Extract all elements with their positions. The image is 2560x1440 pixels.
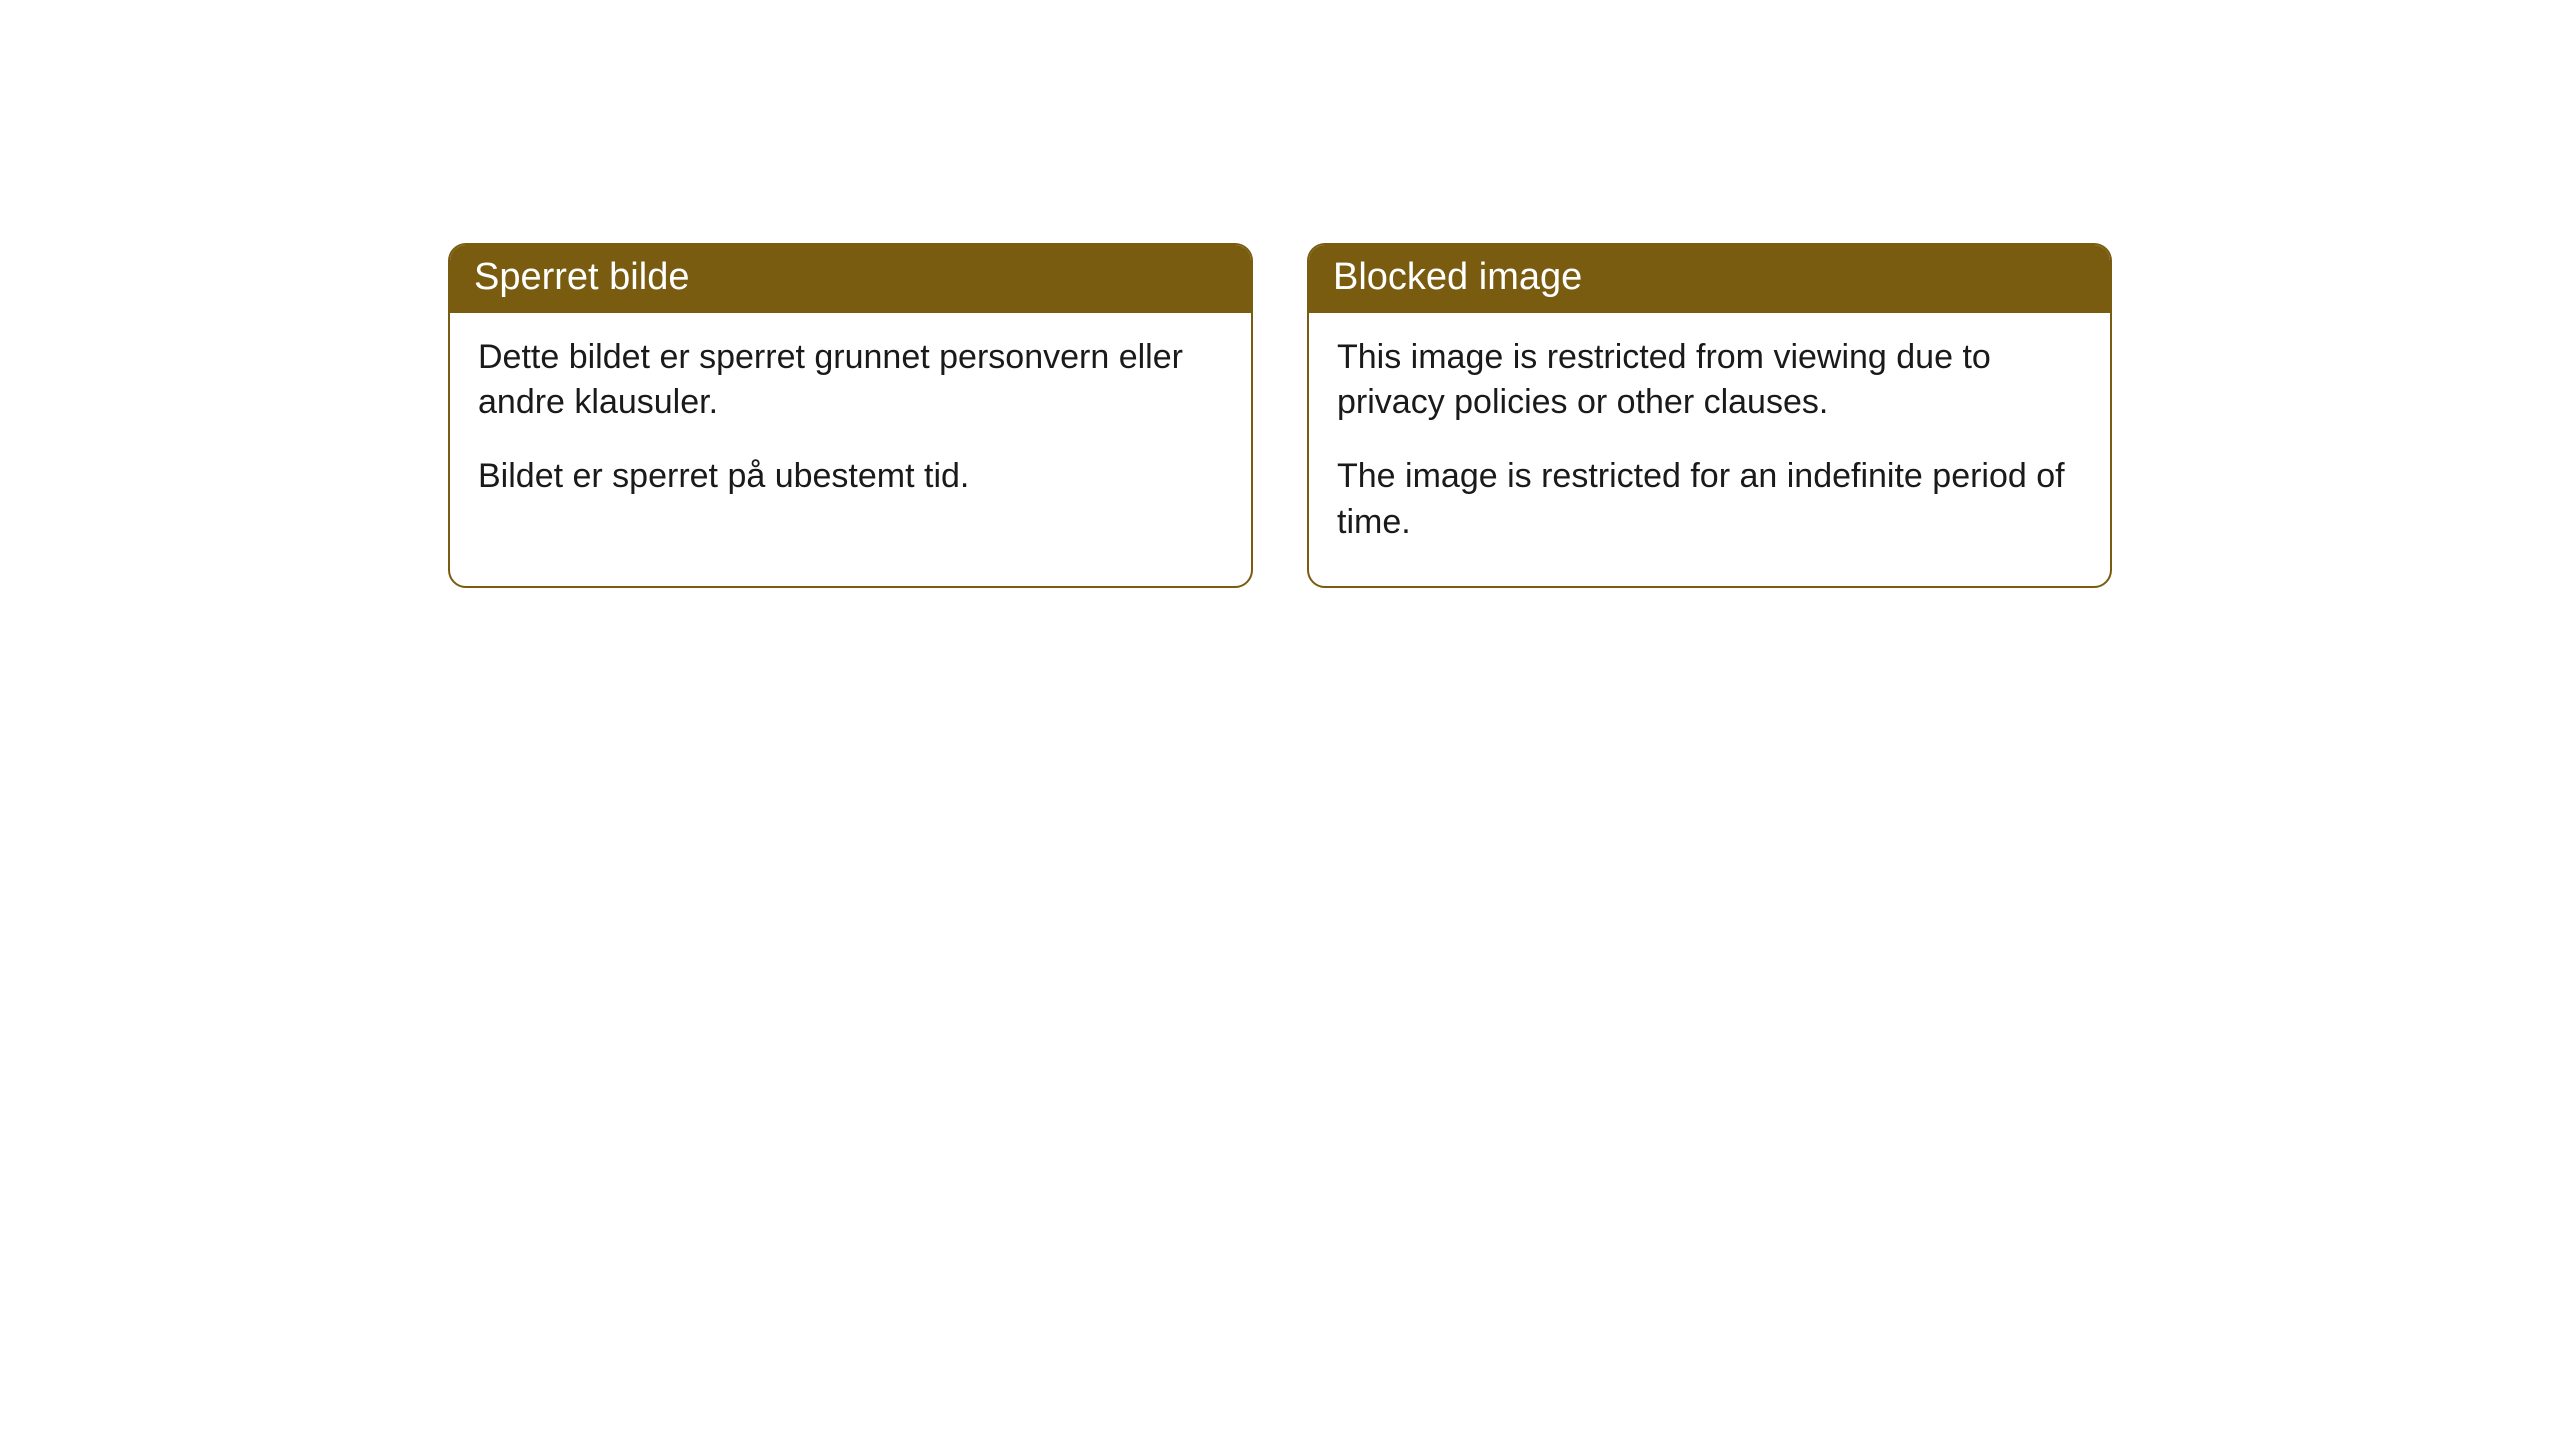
card-paragraph: Bildet er sperret på ubestemt tid. <box>478 454 1223 500</box>
card-body-english: This image is restricted from viewing du… <box>1309 313 2110 587</box>
card-paragraph: Dette bildet er sperret grunnet personve… <box>478 335 1223 427</box>
card-header-english: Blocked image <box>1309 245 2110 313</box>
card-paragraph: The image is restricted for an indefinit… <box>1337 454 2082 546</box>
blocked-image-card-norwegian: Sperret bilde Dette bildet er sperret gr… <box>448 243 1253 588</box>
notice-cards-container: Sperret bilde Dette bildet er sperret gr… <box>448 243 2112 588</box>
card-paragraph: This image is restricted from viewing du… <box>1337 335 2082 427</box>
card-header-norwegian: Sperret bilde <box>450 245 1251 313</box>
card-body-norwegian: Dette bildet er sperret grunnet personve… <box>450 313 1251 541</box>
blocked-image-card-english: Blocked image This image is restricted f… <box>1307 243 2112 588</box>
